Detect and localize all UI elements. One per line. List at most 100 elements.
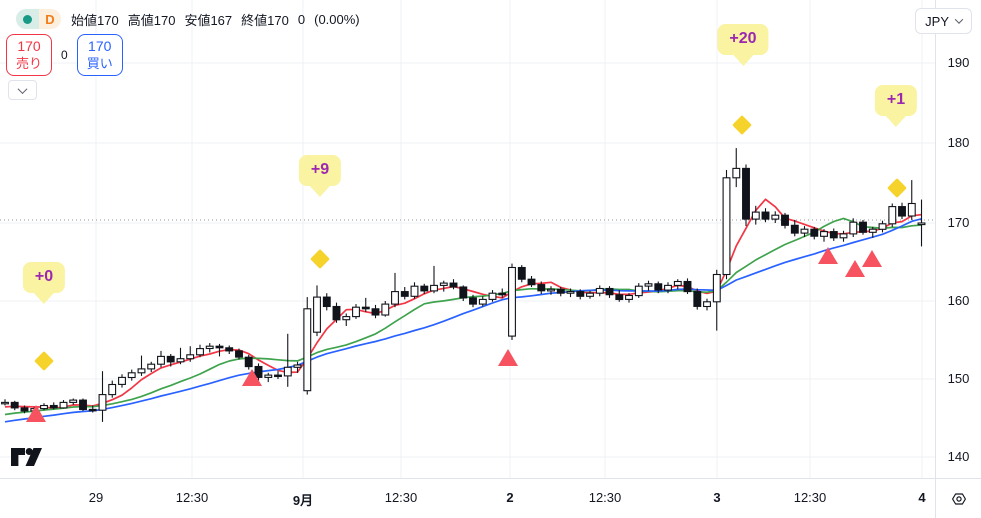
candle bbox=[761, 208, 770, 223]
candle bbox=[69, 398, 78, 405]
ohlc-open-value: 170 bbox=[97, 12, 119, 28]
candle bbox=[917, 199, 926, 247]
ohlc-close-label: 終値 bbox=[241, 12, 268, 28]
diamond-marker bbox=[34, 351, 54, 371]
candle bbox=[478, 296, 487, 307]
ohlc-close-value: 170 bbox=[267, 12, 289, 28]
candle bbox=[586, 290, 594, 299]
candle bbox=[469, 294, 477, 308]
expand-order-panel-button[interactable] bbox=[8, 80, 37, 100]
time-axis-label: 4 bbox=[918, 490, 926, 505]
candle bbox=[829, 228, 838, 241]
candle bbox=[839, 230, 848, 242]
spread-value: 0 bbox=[61, 48, 68, 62]
candle bbox=[693, 288, 702, 310]
triangle-marker bbox=[818, 247, 838, 264]
candle bbox=[907, 180, 916, 220]
candle bbox=[664, 282, 672, 294]
time-axis-label: 3 bbox=[713, 490, 721, 505]
candle bbox=[352, 304, 360, 319]
candle bbox=[147, 361, 156, 372]
candle bbox=[283, 333, 292, 387]
candle bbox=[625, 293, 633, 303]
chevron-down-icon bbox=[17, 83, 28, 94]
candle bbox=[400, 287, 409, 300]
candle bbox=[313, 285, 321, 337]
buy-button[interactable]: 170 買い bbox=[76, 34, 123, 76]
signal-callout: +1 bbox=[874, 85, 918, 116]
candle bbox=[274, 371, 282, 379]
candle bbox=[820, 229, 828, 242]
chart-plot-area[interactable]: +0 +9 +20 +1 bbox=[0, 0, 935, 478]
candle bbox=[342, 313, 351, 326]
candle bbox=[439, 280, 448, 292]
signal-callout: +0 bbox=[22, 262, 66, 293]
candle bbox=[771, 211, 780, 223]
tradingview-logo[interactable] bbox=[11, 447, 44, 467]
candle bbox=[20, 405, 29, 414]
candlestick-chart bbox=[0, 0, 935, 478]
candle bbox=[322, 293, 331, 311]
candle bbox=[391, 272, 399, 308]
candle bbox=[810, 226, 819, 240]
ma-line-ma-mid bbox=[4, 217, 922, 416]
candle bbox=[595, 285, 604, 297]
candle bbox=[137, 355, 146, 376]
candle bbox=[878, 220, 887, 233]
ohlc-low-label: 安値 bbox=[184, 12, 211, 28]
buy-price: 170 bbox=[88, 38, 112, 54]
candle bbox=[215, 343, 224, 357]
price-axis-label: 170 bbox=[947, 215, 970, 230]
candle bbox=[644, 280, 653, 291]
ma-line-ma-fast bbox=[4, 198, 922, 410]
price-axis[interactable]: 190 180 170 160 150 140 bbox=[935, 0, 981, 478]
candle bbox=[371, 304, 380, 319]
triangle-marker bbox=[26, 405, 46, 422]
diamond-marker bbox=[732, 115, 752, 135]
candle bbox=[722, 170, 731, 280]
candle bbox=[157, 350, 165, 368]
candle bbox=[790, 219, 799, 237]
triangle-marker bbox=[845, 260, 865, 277]
candle bbox=[1, 399, 9, 406]
price-axis-label: 150 bbox=[947, 371, 970, 386]
time-axis-label: 2 bbox=[506, 490, 514, 505]
candle bbox=[176, 347, 185, 365]
candle bbox=[303, 297, 312, 395]
candle bbox=[98, 371, 107, 422]
candle bbox=[186, 346, 195, 362]
time-axis-label: 12:30 bbox=[175, 490, 209, 505]
gear-icon bbox=[951, 492, 966, 505]
candle bbox=[430, 265, 438, 294]
candle bbox=[449, 279, 458, 290]
candle bbox=[800, 226, 809, 237]
candle bbox=[361, 297, 370, 312]
candle bbox=[10, 400, 19, 411]
candle bbox=[781, 212, 789, 229]
signal-callout: +9 bbox=[298, 155, 342, 186]
price-axis-label: 190 bbox=[947, 55, 970, 70]
triangle-marker bbox=[862, 250, 882, 267]
axis-settings-button[interactable] bbox=[935, 478, 981, 518]
sell-label: 売り bbox=[16, 56, 43, 71]
candle bbox=[225, 345, 234, 354]
currency-selector[interactable]: JPY bbox=[915, 8, 972, 34]
sell-button[interactable]: 170 売り bbox=[6, 34, 53, 76]
time-axis[interactable]: 29 12:30 9月 12:30 2 12:30 3 12:30 4 bbox=[0, 478, 935, 518]
candle bbox=[849, 218, 858, 237]
ohlc-high-value: 170 bbox=[153, 12, 176, 28]
candle bbox=[673, 279, 682, 290]
triangle-marker bbox=[498, 349, 518, 366]
time-axis-label: 12:30 bbox=[793, 490, 827, 505]
change-value: 0 bbox=[297, 11, 306, 27]
buy-label: 買い bbox=[86, 56, 113, 71]
candle bbox=[488, 290, 497, 302]
price-axis-label: 160 bbox=[947, 293, 970, 308]
price-axis-label: 140 bbox=[947, 449, 970, 464]
price-axis-label: 180 bbox=[947, 135, 970, 150]
candle bbox=[537, 281, 546, 294]
ma-line-ma-slow bbox=[4, 217, 922, 423]
candle bbox=[898, 202, 906, 220]
candle bbox=[527, 276, 536, 287]
